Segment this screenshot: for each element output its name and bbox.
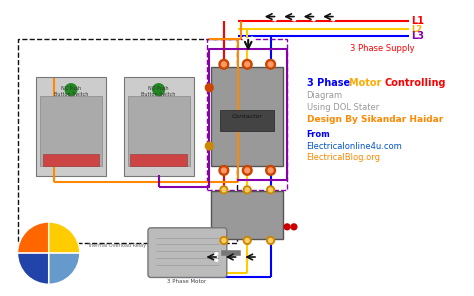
Circle shape bbox=[245, 62, 250, 67]
Circle shape bbox=[153, 84, 164, 95]
Wedge shape bbox=[18, 253, 49, 284]
Circle shape bbox=[242, 59, 252, 69]
FancyBboxPatch shape bbox=[36, 77, 106, 176]
FancyBboxPatch shape bbox=[130, 154, 187, 165]
Circle shape bbox=[266, 165, 275, 175]
Text: Controlling: Controlling bbox=[384, 78, 446, 88]
FancyBboxPatch shape bbox=[128, 96, 190, 166]
Text: ElectricalBlog.org: ElectricalBlog.org bbox=[307, 153, 381, 162]
FancyBboxPatch shape bbox=[211, 67, 283, 166]
Circle shape bbox=[242, 165, 252, 175]
Circle shape bbox=[222, 188, 226, 192]
Text: L3: L3 bbox=[411, 31, 424, 41]
FancyBboxPatch shape bbox=[220, 110, 274, 131]
Circle shape bbox=[268, 62, 273, 67]
Text: L2: L2 bbox=[411, 25, 422, 34]
Text: Using DOL Stater: Using DOL Stater bbox=[307, 103, 379, 112]
Circle shape bbox=[245, 188, 249, 192]
Circle shape bbox=[221, 62, 226, 67]
Circle shape bbox=[245, 168, 250, 173]
Text: 3 Phase: 3 Phase bbox=[307, 78, 353, 88]
Circle shape bbox=[205, 84, 213, 91]
Circle shape bbox=[268, 168, 273, 173]
FancyBboxPatch shape bbox=[148, 228, 227, 277]
Circle shape bbox=[269, 188, 273, 192]
Circle shape bbox=[267, 237, 274, 244]
Circle shape bbox=[222, 239, 226, 242]
Text: Design By Sikandar Haidar: Design By Sikandar Haidar bbox=[307, 115, 443, 124]
Circle shape bbox=[220, 237, 228, 244]
FancyBboxPatch shape bbox=[124, 77, 194, 176]
Text: 3 Phase Supply: 3 Phase Supply bbox=[350, 44, 415, 53]
Text: 3 Phase Motor: 3 Phase Motor bbox=[167, 279, 207, 284]
Wedge shape bbox=[49, 222, 80, 253]
Circle shape bbox=[219, 165, 229, 175]
Circle shape bbox=[243, 237, 251, 244]
Circle shape bbox=[219, 59, 229, 69]
Circle shape bbox=[245, 239, 249, 242]
Text: From: From bbox=[307, 130, 330, 139]
Wedge shape bbox=[49, 253, 80, 284]
Text: Thermal Overload Relay: Thermal Overload Relay bbox=[87, 243, 146, 248]
Circle shape bbox=[243, 186, 251, 194]
Circle shape bbox=[220, 186, 228, 194]
Text: Motor: Motor bbox=[349, 78, 385, 88]
Circle shape bbox=[291, 224, 297, 230]
Wedge shape bbox=[18, 222, 49, 253]
Circle shape bbox=[284, 224, 290, 230]
Circle shape bbox=[65, 84, 77, 95]
Circle shape bbox=[205, 142, 213, 150]
Text: NO Push
Button Switch: NO Push Button Switch bbox=[141, 86, 176, 96]
Circle shape bbox=[267, 186, 274, 194]
Text: Contactor: Contactor bbox=[232, 114, 263, 119]
FancyBboxPatch shape bbox=[43, 154, 99, 165]
Circle shape bbox=[266, 59, 275, 69]
FancyBboxPatch shape bbox=[211, 191, 283, 239]
Circle shape bbox=[221, 168, 226, 173]
FancyBboxPatch shape bbox=[40, 96, 102, 166]
Text: Electricalonline4u.com: Electricalonline4u.com bbox=[307, 141, 402, 151]
Circle shape bbox=[269, 239, 273, 242]
Text: Diagram: Diagram bbox=[307, 91, 343, 100]
Text: NC Push
Button Switch: NC Push Button Switch bbox=[54, 86, 88, 96]
Text: L1: L1 bbox=[411, 17, 424, 26]
